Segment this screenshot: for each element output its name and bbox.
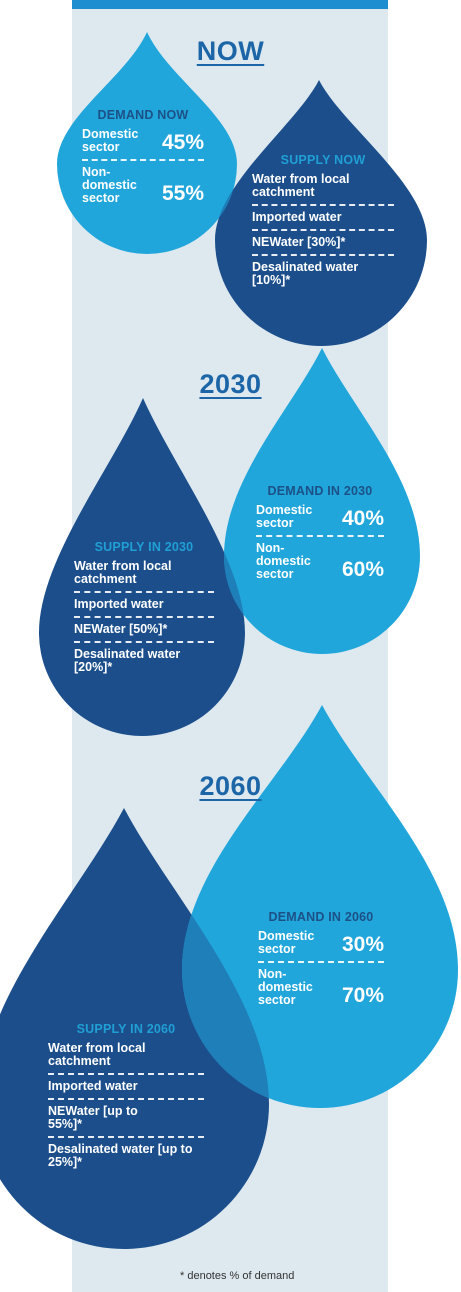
demand-now-row: Non-domestic sector 55%	[82, 166, 204, 205]
demand-2030-drop	[224, 348, 420, 654]
divider	[48, 1073, 204, 1075]
row-value: 60%	[341, 558, 384, 581]
supply-item: NEWater [up to 55%]*	[48, 1104, 138, 1131]
row-label: Domestic sector	[256, 503, 313, 530]
demand-2060-drop	[182, 705, 458, 1108]
demand-2030-row: Domestic sector 40%	[256, 504, 384, 530]
row-value: 30%	[341, 933, 384, 956]
demand-2030-title: DEMAND IN 2030	[267, 484, 373, 498]
demand-2030-block: DEMAND IN 2030 Domestic sector 40% Non-d…	[256, 484, 384, 581]
demand-2030-row: Non-domestic sector 60%	[256, 542, 384, 581]
supply-now-block: SUPPLY NOW Water from local catchment Im…	[252, 153, 394, 287]
row-value: 40%	[341, 507, 384, 530]
supply-item: Water from local catchment	[74, 559, 172, 586]
supply-2030-title: SUPPLY IN 2030	[94, 540, 194, 554]
divider	[48, 1136, 204, 1138]
supply-item: Desalinated water [10%]*	[252, 260, 359, 287]
supply-now-drop	[214, 80, 427, 347]
demand-2060-row: Non-domestic sector 70%	[258, 968, 384, 1007]
heading-2030: 2030	[199, 369, 262, 399]
demand-now-drop	[57, 32, 237, 254]
footnote: * denotes % of demand	[180, 1270, 295, 1282]
divider	[252, 204, 394, 206]
supply-item: NEWater [50%]*	[74, 622, 168, 636]
demand-now-title: DEMAND NOW	[97, 108, 189, 122]
demand-2060-row: Domestic sector 30%	[258, 930, 384, 956]
row-label: Non-domestic sector	[256, 541, 311, 581]
divider	[74, 616, 214, 618]
divider	[74, 591, 214, 593]
supply-2030-block: SUPPLY IN 2030 Water from local catchmen…	[74, 540, 214, 674]
supply-2060-drop	[0, 808, 269, 1249]
row-value: 45%	[161, 131, 204, 154]
supply-item: Desalinated water [20%]*	[74, 647, 181, 674]
row-label: Domestic sector	[258, 929, 315, 956]
supply-item: Imported water	[74, 597, 164, 611]
heading-now: NOW	[196, 36, 265, 66]
supply-item: Imported water	[48, 1079, 138, 1093]
supply-item: Imported water	[252, 210, 342, 224]
row-label: Non-domestic sector	[258, 967, 313, 1007]
demand-2060-title: DEMAND IN 2060	[268, 910, 374, 924]
supply-item: NEWater [30%]*	[252, 235, 346, 249]
row-label: Non-domestic sector	[82, 165, 137, 205]
row-value: 55%	[161, 182, 204, 205]
supply-item: Desalinated water [up to 25%]*	[48, 1142, 193, 1169]
divider	[252, 229, 394, 231]
supply-item: Water from local catchment	[48, 1041, 146, 1068]
demand-now-row: Domestic sector 45%	[82, 128, 204, 154]
supply-item: Water from local catchment	[252, 172, 350, 199]
divider	[74, 641, 214, 643]
supply-2030-drop	[39, 398, 245, 736]
row-value: 70%	[341, 984, 384, 1007]
demand-2060-block: DEMAND IN 2060 Domestic sector 30% Non-d…	[258, 910, 384, 1007]
heading-2060: 2060	[199, 771, 262, 801]
divider	[252, 254, 394, 256]
supply-now-title: SUPPLY NOW	[280, 153, 366, 167]
divider	[256, 535, 384, 537]
top-bar	[72, 0, 388, 9]
divider	[82, 159, 204, 161]
supply-2060-title: SUPPLY IN 2060	[76, 1022, 176, 1036]
row-label: Domestic sector	[82, 127, 139, 154]
divider	[48, 1098, 204, 1100]
supply-2060-block: SUPPLY IN 2060 Water from local catchmen…	[48, 1022, 204, 1169]
divider	[258, 961, 384, 963]
demand-now-block: DEMAND NOW Domestic sector 45% Non-domes…	[82, 108, 204, 205]
